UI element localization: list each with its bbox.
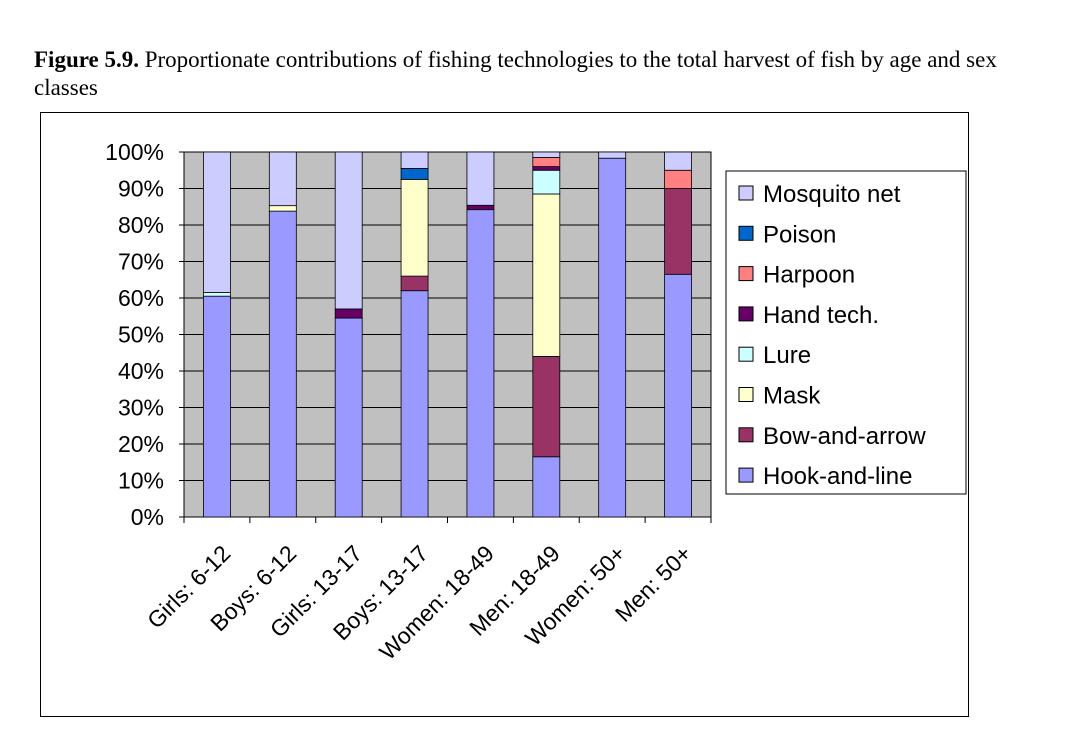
legend-swatch (738, 306, 754, 322)
figure-label: Figure 5.9. (34, 47, 139, 72)
bar-segment (466, 204, 495, 211)
y-tick-label: 40% (118, 358, 164, 384)
legend-label: Lure (763, 342, 811, 369)
bar-segment (334, 151, 363, 310)
bar-segment (664, 151, 692, 171)
bar-segment (400, 290, 429, 518)
bar-segment (203, 292, 231, 297)
bar-segment (532, 157, 561, 168)
y-tick-label: 90% (118, 176, 164, 202)
y-tick-label: 0% (131, 504, 164, 530)
y-tick-label: 80% (118, 212, 164, 238)
bar-segment (203, 295, 231, 518)
bar-segment (400, 178, 429, 277)
bar-segment (400, 168, 429, 180)
legend-swatch (738, 387, 754, 402)
bar-segment (334, 317, 363, 518)
x-tick-label: Women: 18-49 (374, 540, 499, 665)
bar-segment (532, 193, 561, 357)
y-tick-label: 70% (118, 249, 164, 275)
bar-segment (598, 151, 627, 159)
bar-segment (664, 273, 692, 518)
bar-segment (598, 157, 627, 518)
bar-segment (466, 151, 495, 206)
bar-segment (268, 205, 297, 212)
y-tick-label: 50% (118, 322, 164, 348)
figure-caption-text: Proportionate contributions of fishing t… (34, 47, 997, 100)
bar-segment (532, 355, 561, 458)
legend-swatch (738, 427, 754, 443)
bar-segment (400, 275, 429, 292)
legend-label: Poison (763, 221, 836, 248)
bar-segment (334, 308, 363, 319)
bar-segment (203, 151, 231, 293)
legend-swatch (738, 185, 754, 201)
bar-segment (532, 456, 561, 518)
legend-box (725, 170, 967, 495)
legend-swatch (738, 346, 754, 362)
bar-segment (664, 188, 692, 275)
y-tick-label: 60% (118, 285, 164, 311)
legend-swatch (738, 266, 754, 282)
legend-label: Hand tech. (763, 302, 879, 329)
legend-label: Hook-and-line (763, 463, 912, 490)
bar-segment (664, 169, 692, 189)
bar-segment (532, 166, 561, 171)
bar-segment (466, 209, 495, 518)
y-tick-label: 30% (118, 395, 164, 421)
legend-label: Mask (763, 383, 821, 410)
bar-segment (400, 151, 429, 169)
legend-swatch (738, 225, 754, 241)
y-tick-label: 100% (105, 139, 164, 165)
bar-segment (532, 151, 561, 158)
y-tick-label: 10% (118, 468, 164, 494)
bar-segment (268, 151, 297, 207)
legend-label: Bow-and-arrow (763, 423, 926, 450)
chart-frame (40, 112, 969, 717)
bar-segment (268, 210, 297, 518)
bar-segment (532, 169, 561, 195)
legend-swatch (738, 467, 754, 483)
y-tick-label: 20% (118, 431, 164, 457)
figure-caption: Figure 5.9. Proportionate contributions … (34, 46, 1054, 102)
legend-label: Mosquito net (763, 181, 901, 208)
legend-label: Harpoon (763, 262, 855, 289)
